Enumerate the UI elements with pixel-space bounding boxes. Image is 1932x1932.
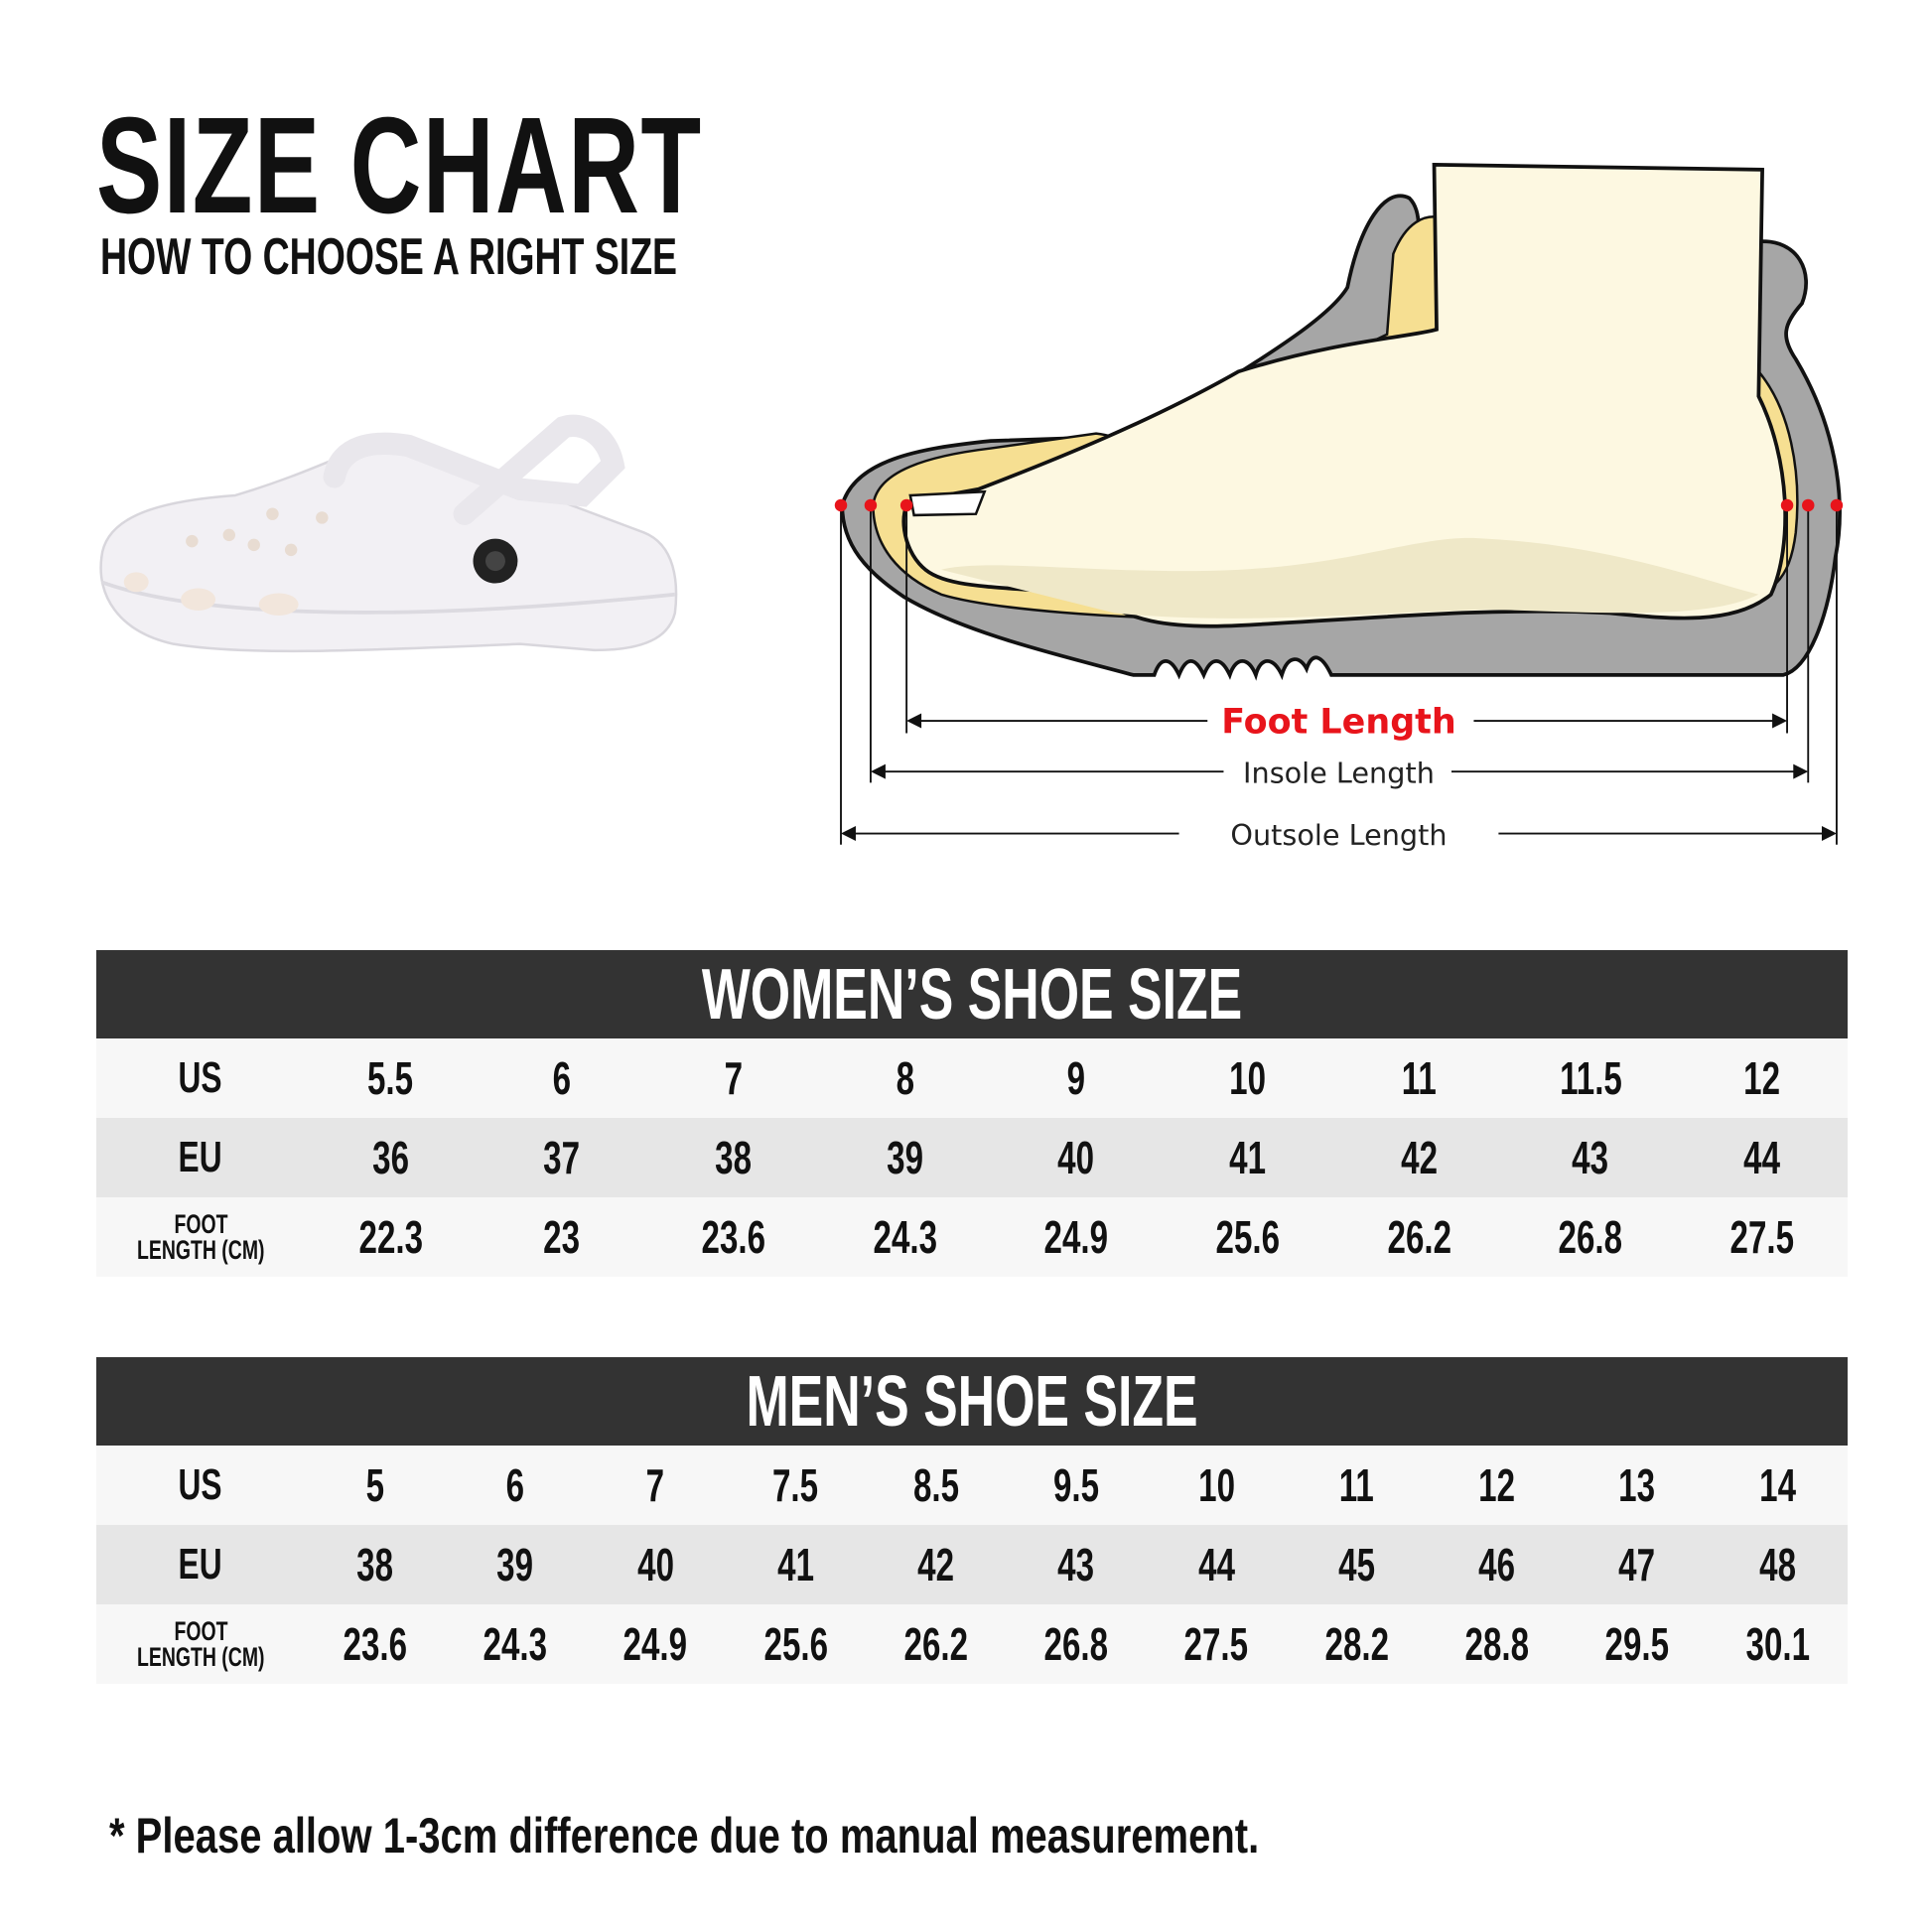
table-cell: 24.3 — [483, 1618, 548, 1670]
table-cell: 36 — [371, 1132, 409, 1183]
table-cell: 28.2 — [1324, 1618, 1389, 1670]
table-cell: 42 — [1400, 1132, 1438, 1183]
table-cell: 23.6 — [701, 1211, 765, 1263]
table-cell: 26.8 — [1558, 1211, 1623, 1263]
table-cell: 26.2 — [1387, 1211, 1451, 1263]
foot-diagram: Foot Length Insole Length Outsole Length — [834, 163, 1844, 852]
table-row-us: US 5 6 7 7.5 8.5 9.5 10 11 12 13 14 — [96, 1446, 1848, 1525]
table-cell: 29.5 — [1604, 1618, 1670, 1670]
mens-size-table: MEN’S SHOE SIZE US 5 6 7 7.5 8.5 9.5 10 11 12 13 1… — [96, 1357, 1848, 1684]
womens-table-title: WOMEN’S SHOE SIZE — [96, 950, 1848, 1038]
table-cell: 11.5 — [1559, 1052, 1622, 1104]
footnote: * Please allow 1-3cm difference due to m… — [109, 1808, 1260, 1863]
table-cell: 39 — [886, 1132, 923, 1183]
table-cell: 41 — [777, 1539, 814, 1590]
table-cell: 5 — [365, 1459, 384, 1511]
arrowheads — [841, 713, 1837, 842]
clog-image — [99, 414, 678, 653]
womens-size-table: WOMEN’S SHOE SIZE US 5.5 6 7 8 9 10 11 11.5 12 E… — [96, 950, 1848, 1277]
table-cell: 7 — [724, 1052, 743, 1104]
table-cell: 22.3 — [358, 1211, 423, 1263]
table-cell: 24.9 — [622, 1618, 688, 1670]
table-cell: 41 — [1229, 1132, 1267, 1183]
table-cell: 43 — [1057, 1539, 1095, 1590]
table-cell: 13 — [1618, 1459, 1656, 1511]
table-cell: 48 — [1758, 1539, 1796, 1590]
table-cell: 44 — [1743, 1132, 1781, 1183]
table-cell: 6 — [552, 1052, 572, 1104]
table-cell: 8 — [896, 1052, 914, 1104]
table-cell: 47 — [1618, 1539, 1656, 1590]
table-cell: 12 — [1478, 1459, 1516, 1511]
table-row-eu: EU 38 39 40 41 42 43 44 45 46 47 48 — [96, 1525, 1848, 1604]
toenail — [908, 489, 987, 517]
table-cell: 11 — [1338, 1459, 1375, 1511]
table-cell: 7 — [645, 1459, 665, 1511]
table-cell: 14 — [1758, 1459, 1796, 1511]
table-cell: 26.2 — [903, 1618, 968, 1670]
table-cell: 37 — [543, 1132, 581, 1183]
table-cell: 30.1 — [1745, 1618, 1810, 1670]
table-cell: 7.5 — [772, 1459, 819, 1511]
table-cell: 23.6 — [343, 1618, 407, 1670]
table-cell: 10 — [1197, 1459, 1235, 1511]
table-cell: 25.6 — [763, 1618, 828, 1670]
table-cell: 6 — [505, 1459, 525, 1511]
foot-shape — [901, 163, 1787, 628]
table-cell: 9 — [1066, 1052, 1086, 1104]
table-row-us: US 5.5 6 7 8 9 10 11 11.5 12 — [96, 1038, 1848, 1118]
table-row-foot-length: FOOT LENGTH (CM) 23.6 24.3 24.9 25.6 26.2 26.8… — [96, 1604, 1848, 1684]
table-row-eu: EU 36 37 38 39 40 41 42 43 44 — [96, 1118, 1848, 1197]
table-cell: 39 — [496, 1539, 534, 1590]
table-cell: 9.5 — [1052, 1459, 1099, 1511]
table-cell: 44 — [1197, 1539, 1235, 1590]
insole-length-label: Insole Length — [1243, 756, 1435, 789]
table-cell: 43 — [1572, 1132, 1609, 1183]
table-cell: 11 — [1401, 1052, 1437, 1104]
table-cell: 25.6 — [1215, 1211, 1280, 1263]
outsole-length-label: Outsole Length — [1230, 818, 1447, 852]
table-cell: 45 — [1338, 1539, 1375, 1590]
table-cell: 28.8 — [1464, 1618, 1529, 1670]
table-cell: 24.9 — [1043, 1211, 1109, 1263]
table-cell: 23 — [543, 1211, 581, 1263]
table-cell: 10 — [1229, 1052, 1267, 1104]
table-cell: 40 — [1057, 1132, 1095, 1183]
page-title: SIZE CHART — [96, 89, 703, 242]
page-subtitle: HOW TO CHOOSE A RIGHT SIZE — [100, 228, 678, 286]
measure-point-markers — [834, 498, 1844, 512]
table-cell: 46 — [1478, 1539, 1516, 1590]
table-cell: 38 — [715, 1132, 753, 1183]
foot-length-label: Foot Length — [1221, 702, 1456, 742]
table-cell: 24.3 — [873, 1211, 937, 1263]
table-cell: 27.5 — [1729, 1211, 1794, 1263]
table-cell: 38 — [356, 1539, 394, 1590]
table-cell: 40 — [636, 1539, 674, 1590]
table-cell: 5.5 — [367, 1052, 414, 1104]
table-cell: 27.5 — [1183, 1618, 1249, 1670]
table-cell: 8.5 — [912, 1459, 959, 1511]
table-cell: 42 — [917, 1539, 955, 1590]
table-cell: 26.8 — [1043, 1618, 1109, 1670]
table-cell: 12 — [1743, 1052, 1781, 1104]
mens-table-title: MEN’S SHOE SIZE — [96, 1357, 1848, 1446]
table-row-foot-length: FOOT LENGTH (CM) 22.3 23 23.6 24.3 24.9 25.6 26… — [96, 1197, 1848, 1277]
